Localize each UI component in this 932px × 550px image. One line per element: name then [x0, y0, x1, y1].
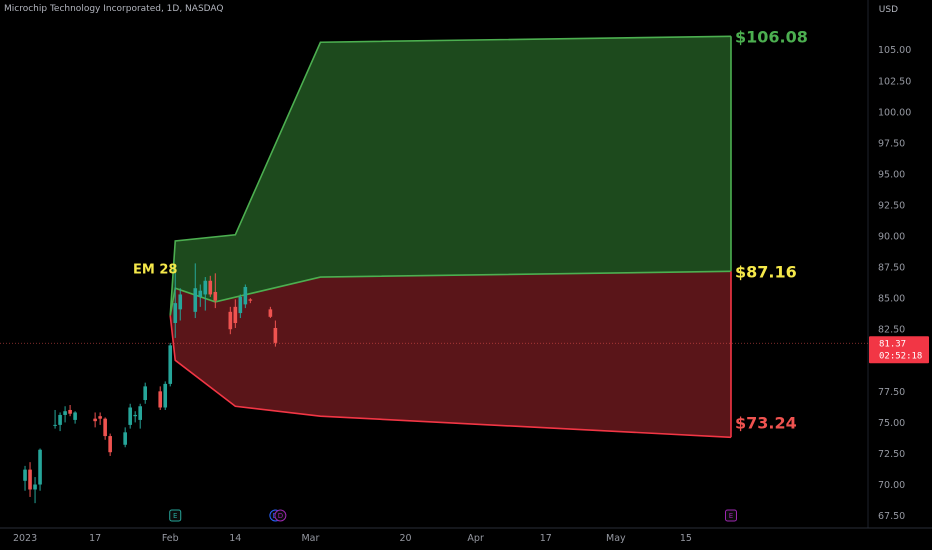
event-marker-letter: E — [729, 512, 733, 520]
event-marker-letter: E — [173, 512, 177, 520]
time-tick-label: Mar — [301, 533, 319, 544]
lower-band-fill — [170, 271, 731, 438]
candle-body[interactable] — [73, 412, 77, 420]
time-tick-label: 17 — [89, 533, 101, 544]
event-marker-letter: D — [278, 512, 283, 520]
current-price-value: 81.37 — [879, 339, 906, 349]
price-tick-label: 105.00 — [878, 45, 911, 56]
symbol-header: Microchip Technology Incorporated, 1D, N… — [4, 4, 224, 14]
candle-body[interactable] — [158, 391, 163, 408]
candle-body[interactable] — [38, 449, 42, 485]
earnings-event-icon[interactable] — [725, 509, 737, 522]
candle-body[interactable] — [98, 416, 102, 419]
candle-body[interactable] — [173, 303, 178, 324]
candle-body[interactable] — [133, 414, 137, 417]
time-tick-label: 17 — [540, 533, 552, 544]
candle-body[interactable] — [68, 409, 72, 414]
time-tick-label: 15 — [680, 533, 692, 544]
candle-body[interactable] — [23, 469, 27, 481]
time-tick-label: 2023 — [13, 533, 37, 544]
price-tick-label: 85.00 — [878, 294, 905, 305]
candle-body[interactable] — [163, 383, 168, 408]
candle-body[interactable] — [193, 288, 198, 312]
candle-body[interactable] — [93, 418, 97, 422]
candle-body[interactable] — [28, 469, 32, 490]
currency-label: USD — [878, 5, 898, 15]
current-price-countdown: 02:52:18 — [879, 351, 922, 361]
price-tick-label: 77.50 — [878, 387, 905, 398]
price-tick-label: 95.00 — [878, 169, 905, 180]
candle-body[interactable] — [213, 291, 218, 301]
candle-body[interactable] — [203, 280, 208, 295]
lower-target-label: $73.24 — [735, 413, 797, 432]
candle-body[interactable] — [58, 414, 62, 425]
candle-body[interactable] — [123, 432, 127, 445]
price-tick-label: 82.50 — [878, 325, 905, 336]
lower-band-line — [169, 315, 732, 439]
price-tick-label: 87.50 — [878, 263, 905, 274]
candle-body[interactable] — [268, 309, 273, 317]
expected-move-label: EM 28 — [133, 262, 177, 277]
candle-body[interactable] — [233, 306, 238, 324]
price-tick-label: 90.00 — [878, 232, 905, 243]
price-tick-label: 97.50 — [878, 138, 905, 149]
upper-band-line — [169, 35, 732, 316]
price-tick-label: 67.50 — [878, 511, 905, 522]
dividend-event-icon[interactable] — [274, 509, 287, 522]
price-tick-label: 72.50 — [878, 449, 905, 460]
time-tick-label: Apr — [467, 533, 484, 544]
candle-body[interactable] — [33, 484, 37, 490]
price-tick-label: 100.00 — [878, 107, 911, 118]
candle-body[interactable] — [178, 294, 183, 310]
upper-band-fill — [170, 36, 731, 316]
earnings-event-icon[interactable] — [169, 509, 182, 522]
candle-body[interactable] — [198, 290, 203, 297]
current-price-tag — [869, 336, 929, 364]
time-tick-label: May — [606, 533, 626, 544]
candle-body[interactable] — [53, 424, 57, 426]
price-tick-label: 75.00 — [878, 418, 905, 429]
candle-body[interactable] — [143, 386, 148, 401]
candle-body[interactable] — [228, 311, 233, 330]
candle-body[interactable] — [128, 407, 132, 425]
time-tick-label: 14 — [229, 533, 241, 544]
candle-body[interactable] — [168, 345, 173, 384]
price-tick-label: 70.00 — [878, 480, 905, 491]
candle-body[interactable] — [273, 327, 278, 343]
candle-body[interactable] — [63, 411, 67, 415]
time-tick-label: Feb — [162, 533, 179, 544]
upper-target-label: $106.08 — [735, 27, 808, 46]
time-tick-label: 20 — [400, 533, 412, 544]
candle-body[interactable] — [103, 418, 107, 437]
candle-body[interactable] — [238, 296, 243, 314]
candle-body[interactable] — [248, 299, 253, 301]
price-tick-label: 92.50 — [878, 200, 905, 211]
candle-body[interactable] — [138, 406, 142, 420]
mid-target-label: $87.16 — [735, 262, 797, 281]
candle-body[interactable] — [243, 286, 248, 305]
price-tick-label: 102.50 — [878, 76, 911, 87]
candle-body[interactable] — [208, 280, 213, 295]
candle-body[interactable] — [108, 436, 112, 453]
